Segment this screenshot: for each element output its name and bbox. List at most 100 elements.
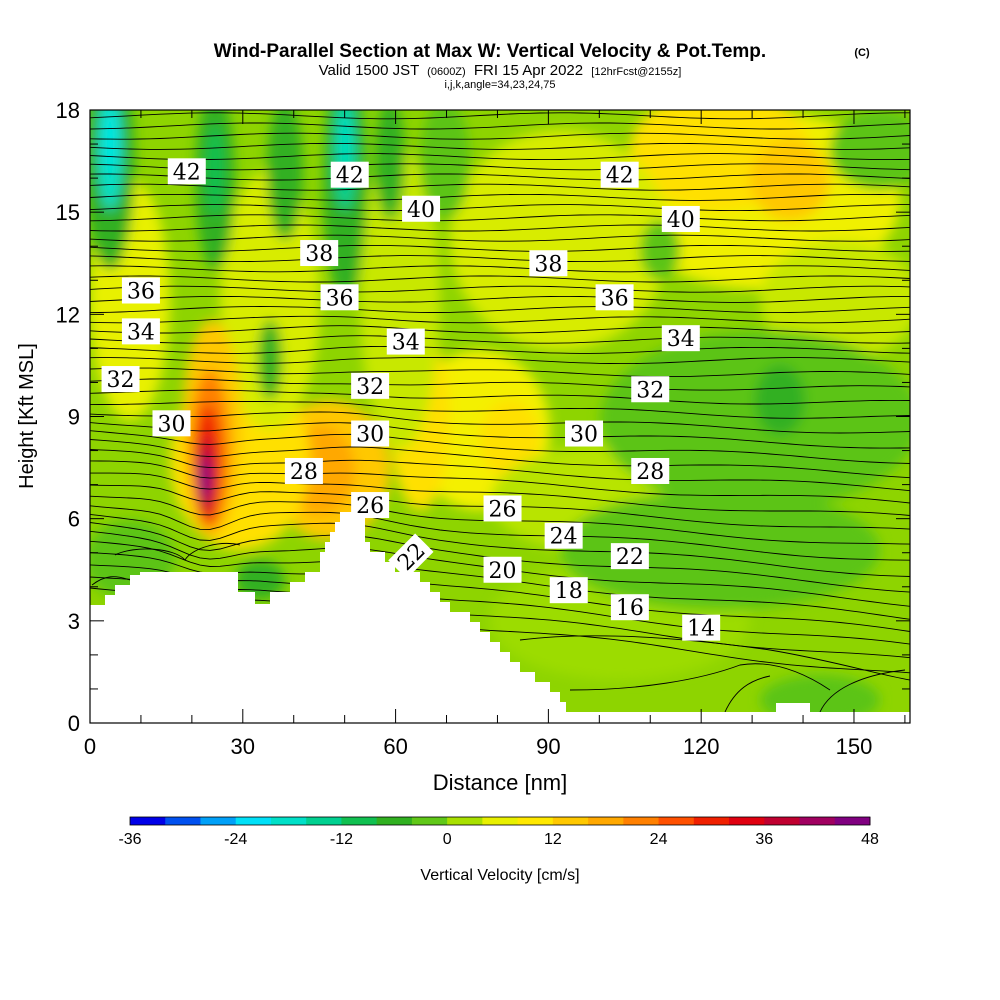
x-axis: 0 30 60 90 120 150: [84, 110, 906, 759]
colorbar-segment: [376, 817, 413, 825]
colorbar-tick-label: 24: [650, 831, 668, 848]
contour-label-box: [631, 457, 670, 484]
colorbar-segment: [658, 817, 695, 825]
colorbar-segment: [552, 817, 589, 825]
contour-label-text: 40: [667, 208, 695, 233]
y-tick-label: 12: [56, 302, 80, 327]
contour-label: 30: [565, 420, 604, 448]
contour-label: 14: [682, 614, 721, 642]
contour-label-text: 28: [636, 460, 664, 485]
contour-labels: 42 42 42 40 40 38 38 36 36 36 34 34 34 32 32 32 30 30 30 28…: [101, 158, 721, 642]
contour-label: 42: [600, 161, 639, 189]
contour-label: 36: [595, 284, 634, 311]
contour-label: 34: [121, 318, 160, 345]
contour-label-box: [610, 543, 649, 570]
isentrope-line: [90, 295, 910, 303]
contour-label-box: [529, 250, 568, 277]
isentrope-line: [90, 422, 910, 449]
contour-label-box: [600, 161, 639, 188]
isentrope-line: [90, 103, 910, 109]
contour-label: 26: [351, 492, 390, 519]
contour-label-box: [300, 240, 339, 267]
contour-label-text: 24: [550, 525, 578, 550]
isentrope-line: [90, 173, 910, 181]
colorbar-segment: [623, 817, 660, 825]
contour-label-box: [544, 522, 583, 549]
colorbar-tick-label: 12: [544, 831, 562, 848]
colorbar: -36 -24 -12 0 12 24 36 48: [118, 816, 879, 848]
isentrope-line: [819, 669, 906, 713]
contour-label-text: 16: [616, 596, 644, 621]
chart-title: Wind-Parallel Section at Max W: Vertical…: [214, 41, 766, 62]
contour-label-text: 36: [601, 286, 629, 311]
y-tick-label: 15: [56, 200, 80, 225]
colorbar-segment: [200, 817, 237, 825]
contour-label-text: 42: [606, 164, 634, 189]
colorbar-segment: [588, 817, 624, 825]
contour-label-text: 42: [173, 160, 201, 185]
isentrope-line: [90, 335, 910, 344]
colorbar-segment: [482, 817, 519, 825]
contour-label: 40: [661, 205, 700, 233]
x-tick-label: 0: [84, 734, 96, 759]
contour-label: 18: [549, 577, 588, 604]
isentrope-line: [90, 439, 910, 479]
contour-label: 32: [101, 366, 140, 393]
colorbar-tick-label: -12: [330, 831, 353, 848]
contour-label-text: 36: [127, 279, 155, 304]
contour-label-box: [386, 328, 425, 355]
contour-label-text: 30: [157, 412, 185, 437]
contour-label-text: 34: [392, 331, 420, 356]
contour-label-box: [152, 410, 191, 437]
contour-label: 34: [661, 325, 700, 352]
contour-label-text: 30: [570, 423, 598, 448]
colorbar-tick-label: 36: [755, 831, 773, 848]
contour-label: 28: [631, 457, 670, 485]
isentrope-line: [90, 265, 910, 273]
contour-label-text: 34: [127, 320, 155, 345]
terrain-mask: [90, 512, 910, 723]
contour-label: 36: [121, 277, 160, 304]
y-axis-label: Height [Kft MSL]: [16, 343, 38, 489]
contour-label-box: [101, 366, 140, 393]
isentrope-line: [90, 460, 910, 504]
contour-label-text: 14: [687, 617, 715, 642]
isentrope-line: [90, 315, 910, 324]
colorbar-tick-label: -36: [118, 831, 141, 848]
x-tick-label: 90: [536, 734, 560, 759]
colorbar-frame: [129, 816, 871, 826]
contour-label-box: [121, 277, 160, 304]
isentrope-line: [90, 142, 910, 150]
x-tick-label: 60: [383, 734, 407, 759]
contour-label-box: [284, 457, 323, 484]
contour-label: 42: [330, 161, 369, 189]
isentrope-line: [90, 285, 910, 293]
isentrope-line: [90, 153, 910, 161]
contour-label-box: [565, 420, 604, 447]
colorbar-segment: [447, 817, 483, 825]
isentrope-line: [90, 234, 910, 242]
contour-label-box: [610, 594, 649, 621]
title-copyright-mark: (C): [854, 47, 870, 59]
isentrope-line: [90, 132, 910, 140]
contour-label-text: 26: [489, 497, 517, 522]
isentrope-line: [90, 306, 910, 314]
contour-label-box: [483, 556, 522, 583]
isentrope-line: [90, 357, 910, 365]
isentrope-line: [90, 183, 910, 191]
contour-label-box: [121, 318, 160, 345]
colorbar-segment: [165, 817, 201, 825]
contour-label-text: 40: [407, 198, 435, 223]
contour-label-text: 32: [356, 375, 384, 400]
contour-label-box: [682, 614, 721, 641]
contour-label-text: 34: [667, 327, 695, 352]
contour-label-box: [631, 376, 670, 403]
subtitle-indices: i,j,k,angle=34,23,24,75: [444, 79, 555, 91]
isentrope-line: [90, 411, 910, 434]
subtitle-valid: Valid 1500 JST: [319, 62, 419, 79]
contour-label-box: [330, 161, 369, 188]
subtitle-utc: (0600Z): [427, 66, 466, 78]
contour-label-box: [661, 325, 700, 352]
